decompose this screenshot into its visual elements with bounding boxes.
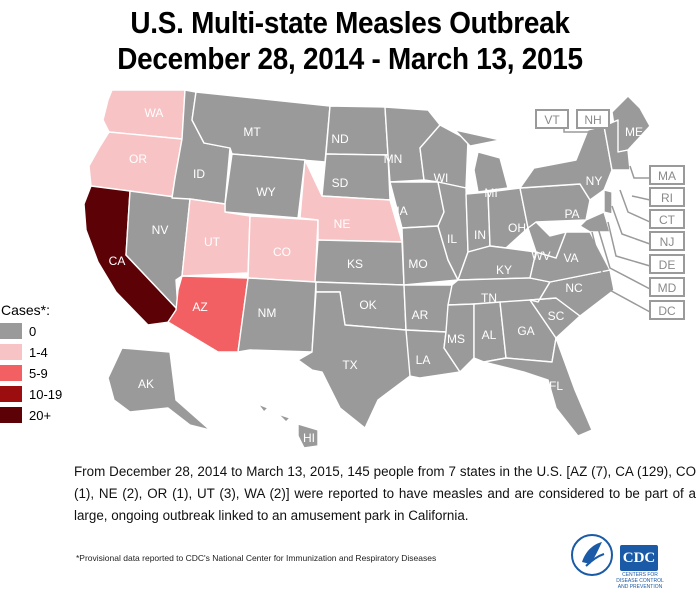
label-ME: ME <box>625 125 643 139</box>
label-OR: OR <box>129 152 147 166</box>
label-WA: WA <box>145 106 164 120</box>
label-KS: KS <box>347 257 363 271</box>
legend-label: 0 <box>29 323 37 339</box>
state-NM[interactable] <box>237 277 317 353</box>
label-MN: MN <box>384 152 403 166</box>
state-IN[interactable] <box>465 191 491 253</box>
state-ND[interactable] <box>325 105 389 156</box>
label-TN: TN <box>481 291 497 305</box>
label-AK: AK <box>138 377 154 391</box>
label-OH: OH <box>508 221 526 235</box>
legend-label: 20+ <box>29 407 52 423</box>
legend-label: 10-19 <box>29 386 63 402</box>
tag-NJ: NJ <box>649 231 685 251</box>
state-AZ[interactable] <box>167 275 249 353</box>
map-title-line2: December 28, 2014 - March 13, 2015 <box>117 41 583 76</box>
legend: Cases*: 0 1-4 5-9 10-19 20+ <box>0 302 62 426</box>
legend-label: 1-4 <box>29 344 48 360</box>
state-labels: WA OR CA NV ID MT WY UT CO AZ NM ND SD N… <box>109 106 643 445</box>
label-NV: NV <box>152 223 169 237</box>
label-KY: KY <box>496 263 512 277</box>
label-CA: CA <box>109 254 126 268</box>
label-IL: IL <box>447 232 457 246</box>
tag-DE: DE <box>649 254 685 274</box>
state-FL[interactable] <box>483 337 593 437</box>
label-MI: MI <box>484 186 497 200</box>
label-MS: MS <box>447 332 465 346</box>
state-WY[interactable] <box>224 153 306 219</box>
label-NC: NC <box>565 281 583 295</box>
tag-VT: VT <box>535 109 569 129</box>
tag-RI-label: RI <box>661 191 673 205</box>
summary-paragraph: From December 28, 2014 to March 13, 2015… <box>74 464 696 523</box>
map-title-line1: U.S. Multi-state Measles Outbreak <box>130 5 570 40</box>
state-HI[interactable] <box>257 403 319 449</box>
label-NM: NM <box>258 306 277 320</box>
label-AZ: AZ <box>192 300 207 314</box>
label-WY: WY <box>256 185 275 199</box>
tag-DC: DC <box>649 300 685 320</box>
label-IA: IA <box>396 204 407 218</box>
state-AK[interactable] <box>107 347 211 431</box>
legend-swatch <box>0 365 22 381</box>
state-PA[interactable] <box>519 183 591 229</box>
label-FL: FL <box>549 379 563 393</box>
tag-NH: NH <box>576 109 610 129</box>
label-MT: MT <box>243 125 261 139</box>
label-LA: LA <box>416 353 431 367</box>
tag-VT-label: VT <box>544 113 560 127</box>
legend-swatch <box>0 323 22 339</box>
label-VA: VA <box>563 251 578 265</box>
label-UT: UT <box>204 235 221 249</box>
label-MO: MO <box>408 257 427 271</box>
tag-CT-label: CT <box>659 213 676 227</box>
cdc-logo-icon: CDC <box>620 545 658 571</box>
label-PA: PA <box>564 207 579 221</box>
label-WI: WI <box>434 171 449 185</box>
label-AR: AR <box>412 308 429 322</box>
hhs-eagle-logo-icon <box>571 534 613 576</box>
state-NE-small[interactable] <box>603 119 631 171</box>
legend-swatch <box>0 386 22 402</box>
label-NY: NY <box>586 174 603 188</box>
label-WV: WV <box>531 249 550 263</box>
legend-item: 0 <box>0 321 62 341</box>
tag-DE-label: DE <box>659 258 676 272</box>
label-TX: TX <box>342 358 357 372</box>
legend-swatch <box>0 407 22 423</box>
legend-item: 20+ <box>0 405 62 425</box>
tag-MD: MD <box>649 277 685 297</box>
label-CO: CO <box>273 245 291 259</box>
tag-CT: CT <box>649 209 685 229</box>
label-HI: HI <box>303 431 315 445</box>
tag-MA-label: MA <box>658 169 676 183</box>
state-MI[interactable] <box>454 129 509 193</box>
tag-DC-label: DC <box>658 304 676 318</box>
footnote: *Provisional data reported to CDC's Nati… <box>76 553 437 563</box>
label-ID: ID <box>193 167 205 181</box>
label-NE: NE <box>334 217 351 231</box>
legend-item: 10-19 <box>0 384 62 404</box>
us-map: VT NH MA RI CT NJ DE MD DC WA OR CA NV I… <box>83 89 685 449</box>
legend-swatch <box>0 344 22 360</box>
legend-item: 5-9 <box>0 363 62 383</box>
tag-NH-label: NH <box>584 113 601 127</box>
legend-item: 1-4 <box>0 342 62 362</box>
state-MD-DE-NJ[interactable] <box>579 189 613 233</box>
state-OH[interactable] <box>487 187 529 249</box>
label-AL: AL <box>482 328 497 342</box>
tag-MD-label: MD <box>658 281 677 295</box>
label-SC: SC <box>548 309 565 323</box>
tag-RI: RI <box>649 187 685 207</box>
tag-MA: MA <box>649 165 685 185</box>
label-IN: IN <box>474 228 486 242</box>
label-GA: GA <box>517 324 534 338</box>
label-SD: SD <box>332 176 349 190</box>
label-ND: ND <box>331 132 349 146</box>
legend-title: Cases*: <box>1 302 51 318</box>
cdc-logo-caption: CENTERS FOR DISEASE CONTROL AND PREVENTI… <box>616 572 664 590</box>
label-OK: OK <box>359 298 376 312</box>
tag-NJ-label: NJ <box>660 235 675 249</box>
legend-label: 5-9 <box>29 365 48 381</box>
